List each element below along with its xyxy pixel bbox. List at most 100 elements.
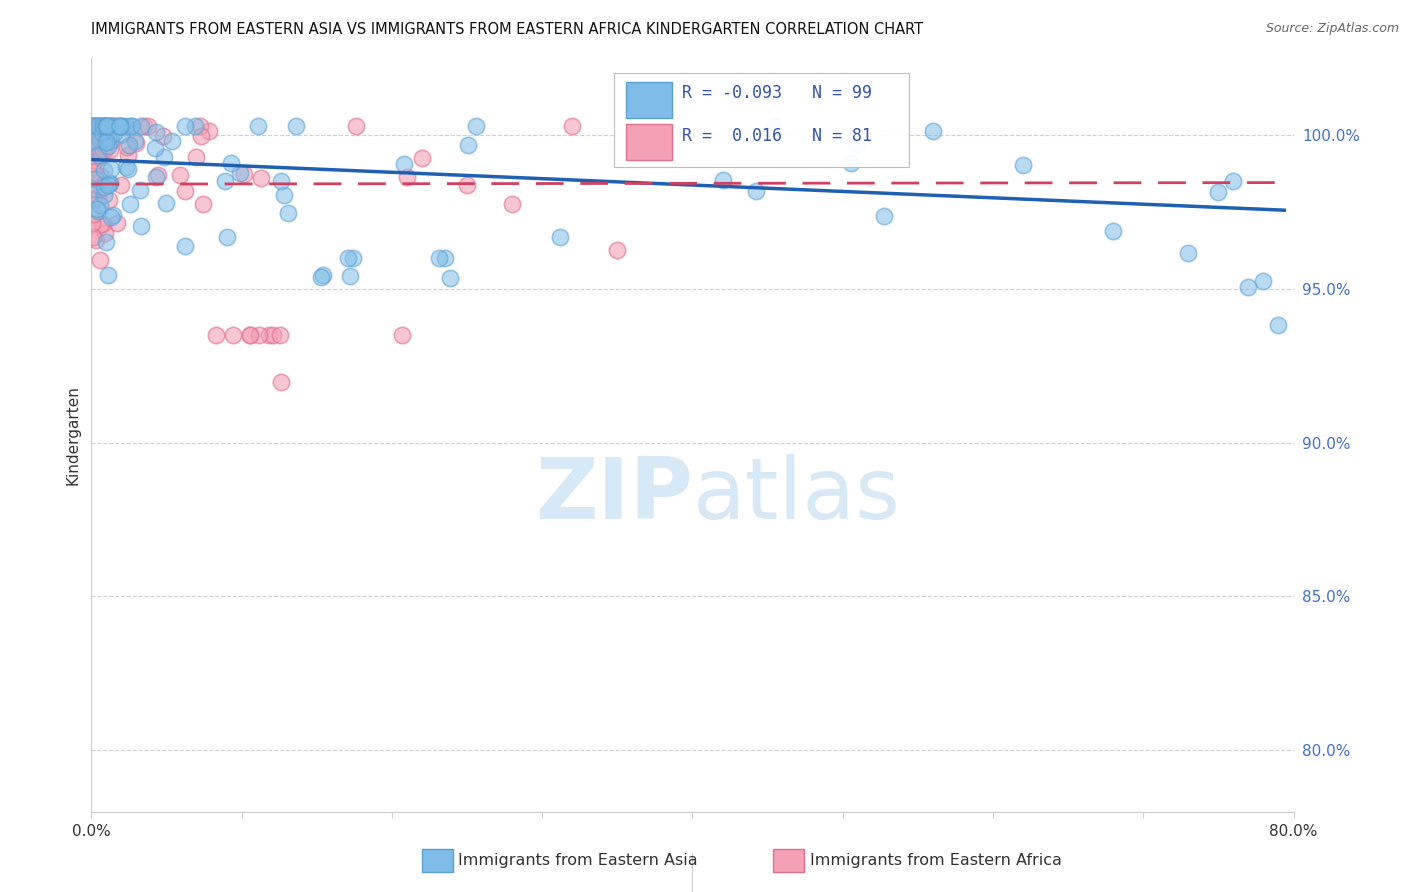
Point xyxy=(87,119,110,133)
Point xyxy=(86,202,108,216)
Point xyxy=(1253,274,1275,288)
Point xyxy=(89,131,111,145)
Point xyxy=(111,119,134,133)
Point xyxy=(711,173,734,187)
Point xyxy=(169,168,191,182)
Point xyxy=(84,143,107,157)
Point xyxy=(120,119,142,133)
Point xyxy=(132,119,155,133)
Point xyxy=(124,134,146,148)
Point xyxy=(277,205,299,219)
Point xyxy=(121,119,143,133)
Point xyxy=(82,119,104,133)
Point xyxy=(100,134,122,148)
Point xyxy=(155,195,177,210)
Point xyxy=(270,174,292,188)
Point xyxy=(84,233,107,247)
Point xyxy=(89,143,111,157)
Point xyxy=(239,327,262,342)
Point xyxy=(89,149,111,163)
Point xyxy=(87,119,110,133)
Point xyxy=(97,139,120,153)
Point xyxy=(96,119,118,133)
Point xyxy=(1102,224,1125,238)
Point xyxy=(80,216,103,230)
Point xyxy=(336,251,359,265)
FancyBboxPatch shape xyxy=(626,124,672,160)
Point xyxy=(391,327,413,342)
Point xyxy=(83,119,105,133)
Point xyxy=(217,230,239,244)
Point xyxy=(80,119,103,133)
Point xyxy=(82,134,104,148)
Point xyxy=(94,226,117,240)
Point xyxy=(456,178,478,192)
Text: IMMIGRANTS FROM EASTERN ASIA VS IMMIGRANTS FROM EASTERN AFRICA KINDERGARTEN CORR: IMMIGRANTS FROM EASTERN ASIA VS IMMIGRAN… xyxy=(91,22,924,37)
Point xyxy=(229,166,252,180)
Point xyxy=(1177,245,1199,260)
Point xyxy=(83,207,105,221)
Point xyxy=(100,211,122,225)
Point xyxy=(89,252,111,267)
Point xyxy=(87,204,110,219)
Point xyxy=(108,119,131,133)
Point xyxy=(250,170,273,185)
Point xyxy=(1012,158,1035,172)
Point xyxy=(82,126,104,140)
Point xyxy=(90,181,112,195)
Point xyxy=(90,119,112,133)
Point xyxy=(110,178,132,192)
Point xyxy=(125,136,148,150)
Point xyxy=(501,196,523,211)
Point xyxy=(89,134,111,148)
Point xyxy=(110,127,132,141)
Point xyxy=(745,184,768,198)
Point xyxy=(145,169,167,184)
Point xyxy=(457,138,479,153)
Point xyxy=(98,143,121,157)
Point xyxy=(90,169,112,183)
Point xyxy=(100,119,122,133)
Point xyxy=(548,230,571,244)
Text: R =  0.016   N = 81: R = 0.016 N = 81 xyxy=(682,127,872,145)
Point xyxy=(86,119,108,133)
Text: atlas: atlas xyxy=(692,454,900,537)
Point xyxy=(232,167,254,181)
Point xyxy=(396,169,419,184)
Point xyxy=(342,251,364,265)
FancyBboxPatch shape xyxy=(614,73,908,168)
Point xyxy=(118,137,141,152)
Point xyxy=(98,176,121,190)
Point xyxy=(339,268,361,283)
Point xyxy=(249,327,271,342)
Point xyxy=(922,124,945,138)
Point xyxy=(183,119,205,133)
Point xyxy=(152,150,174,164)
Point xyxy=(117,147,139,161)
Point xyxy=(110,119,132,133)
Point xyxy=(82,164,104,178)
Point xyxy=(411,151,433,165)
Point xyxy=(82,156,104,170)
Point xyxy=(392,157,415,171)
Point xyxy=(763,119,786,133)
Point xyxy=(101,208,124,222)
Point xyxy=(87,143,110,157)
Point xyxy=(97,131,120,145)
Point xyxy=(873,209,896,223)
Point xyxy=(257,327,280,342)
Point xyxy=(101,125,124,139)
Point xyxy=(98,134,121,148)
Point xyxy=(184,150,207,164)
Text: Immigrants from Eastern Africa: Immigrants from Eastern Africa xyxy=(810,854,1062,868)
Point xyxy=(146,169,169,183)
Point xyxy=(1267,318,1289,333)
Point xyxy=(188,119,211,133)
Point xyxy=(98,119,121,133)
Point xyxy=(273,188,295,202)
Point xyxy=(103,119,125,133)
Point xyxy=(136,119,159,133)
Point xyxy=(152,129,174,144)
Point xyxy=(129,219,152,233)
Point xyxy=(91,119,114,133)
